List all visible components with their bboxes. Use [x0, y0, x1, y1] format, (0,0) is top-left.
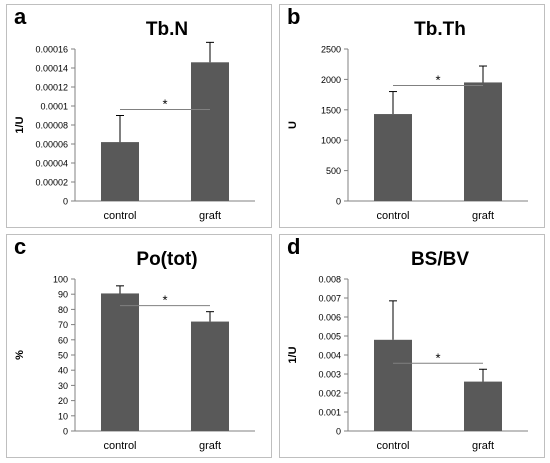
chart-title: Tb.Th: [414, 19, 466, 40]
panel-letter-a: a: [14, 4, 27, 29]
y-axis-label: 1/U: [14, 116, 26, 133]
chart-svg-d: BS/BV 1/U 0 0.001 0.002 0.003 0.004 0.005 0.006 0…: [287, 249, 528, 452]
y-tick-label: 10: [58, 411, 68, 421]
y-tick-label: 0.007: [318, 294, 341, 304]
y-tick-label: 2000: [321, 75, 341, 85]
y-tick-label: 70: [58, 320, 68, 330]
y-tick-label: 0.00014: [35, 64, 68, 74]
bar-graft: [191, 321, 229, 431]
y-tick-label: 0.008: [318, 275, 341, 285]
significance-marker: *: [435, 73, 440, 88]
y-tick-label: 0.00004: [35, 159, 68, 169]
y-tick-label: 1000: [321, 136, 341, 146]
y-tick-label: 20: [58, 396, 68, 406]
bar-control: [101, 293, 139, 431]
bar-graft: [464, 82, 502, 201]
y-tick-label: 0: [63, 197, 68, 207]
panel-letter-c: c: [14, 234, 27, 259]
y-tick-label: 0.003: [318, 370, 341, 380]
significance-marker: *: [162, 293, 167, 308]
chart-panel-b: Tb.Th U 0 500 1000 1500 2000 2500 control graft * …: [279, 4, 545, 228]
x-tick-label-graft: graft: [472, 210, 494, 222]
chart-title: BS/BV: [411, 249, 469, 270]
y-tick-label: 0.00016: [35, 45, 68, 55]
y-axis-label: 1/U: [287, 346, 299, 363]
bar-control: [374, 114, 412, 201]
y-tick-label: 2500: [321, 45, 341, 55]
y-tick-label: 0.005: [318, 332, 341, 342]
y-tick-label: 500: [326, 166, 341, 176]
y-tick-label: 0: [63, 427, 68, 437]
y-tick-label: 0.006: [318, 313, 341, 323]
chart-svg-b: Tb.Th U 0 500 1000 1500 2000 2500 control graft *: [287, 19, 528, 222]
significance-marker: *: [162, 97, 167, 112]
panel-letter-d: d: [287, 234, 301, 259]
chart-panel-a: Tb.N 1/U 0 0.00002 0.00004 0.00006 0.00008 0.00…: [6, 4, 272, 228]
chart-svg-c: Po(tot)% 0 10 20 30 40 50 60 70 80 90 100 control gra…: [14, 249, 255, 452]
bar-control: [101, 142, 139, 201]
y-tick-label: 50: [58, 351, 68, 361]
chart-title: Tb.N: [146, 19, 188, 40]
bar-graft: [464, 381, 502, 431]
x-tick-label-graft: graft: [472, 440, 494, 452]
y-tick-label: 60: [58, 335, 68, 345]
y-tick-label: 0.00002: [35, 178, 68, 188]
y-tick-label: 0.002: [318, 389, 341, 399]
bar-graft: [191, 62, 229, 201]
y-tick-label: 90: [58, 290, 68, 300]
y-axis-label: U: [287, 121, 299, 129]
y-tick-label: 30: [58, 381, 68, 391]
y-tick-label: 0.004: [318, 351, 341, 361]
y-tick-label: 0.001: [318, 408, 341, 418]
bar-control: [374, 339, 412, 431]
chart-svg-a: Tb.N 1/U 0 0.00002 0.00004 0.00006 0.00008 0.00…: [14, 19, 255, 222]
x-tick-label-control: control: [376, 440, 409, 452]
x-tick-label-control: control: [103, 440, 136, 452]
x-tick-label-control: control: [103, 210, 136, 222]
y-tick-label: 0: [336, 427, 341, 437]
y-tick-label: 0.00006: [35, 140, 68, 150]
y-tick-label: 40: [58, 366, 68, 376]
chart-panel-c: Po(tot)% 0 10 20 30 40 50 60 70 80 90 100 control gra…: [6, 234, 272, 458]
chart-title: Po(tot): [136, 249, 197, 270]
chart-panel-d: BS/BV 1/U 0 0.001 0.002 0.003 0.004 0.005 0.006 0…: [279, 234, 545, 458]
x-tick-label-graft: graft: [199, 440, 221, 452]
x-tick-label-control: control: [376, 210, 409, 222]
y-tick-label: 0.00008: [35, 121, 68, 131]
panel-letter-b: b: [287, 4, 301, 29]
y-tick-label: 100: [53, 275, 68, 285]
y-tick-label: 1500: [321, 105, 341, 115]
y-tick-label: 0: [336, 197, 341, 207]
y-tick-label: 80: [58, 305, 68, 315]
y-tick-label: 0.00012: [35, 83, 68, 93]
y-tick-label: 0.0001: [40, 102, 68, 112]
significance-marker: *: [435, 350, 440, 365]
x-tick-label-graft: graft: [199, 210, 221, 222]
y-axis-label: %: [14, 350, 26, 360]
